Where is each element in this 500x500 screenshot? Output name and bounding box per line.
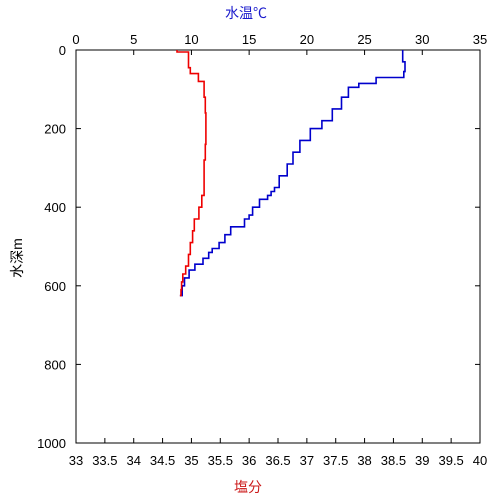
top-tick-label: 0	[72, 32, 79, 47]
left-tick-label: 200	[44, 122, 66, 137]
series-group	[176, 50, 406, 297]
bottom-tick-label: 40	[473, 453, 487, 468]
bottom-tick-label: 39.5	[438, 453, 463, 468]
top-tick-label: 25	[357, 32, 371, 47]
top-tick-label: 35	[473, 32, 487, 47]
top-tick-label: 5	[130, 32, 137, 47]
left-tick-label: 400	[44, 200, 66, 215]
left-tick-label: 800	[44, 357, 66, 372]
left-axis-ticks: 0 200 400 600 800 1000	[37, 43, 480, 451]
bottom-tick-label: 36	[242, 453, 256, 468]
top-tick-label: 30	[415, 32, 429, 47]
bottom-tick-label: 37	[300, 453, 314, 468]
top-axis-title: 水温℃	[225, 5, 267, 21]
bottom-axis-ticks: 33 33.5 34 34.5 35 35.5 36 36.5 37 37.5 38 38.5 39 39…	[69, 438, 487, 468]
top-tick-label: 15	[242, 32, 256, 47]
left-axis-title: 水深m	[9, 238, 25, 278]
left-tick-label: 0	[59, 43, 66, 58]
bottom-tick-label: 38	[357, 453, 371, 468]
bottom-tick-label: 39	[415, 453, 429, 468]
bottom-tick-label: 36.5	[265, 453, 290, 468]
bottom-tick-label: 34.5	[150, 453, 175, 468]
top-tick-label: 20	[300, 32, 314, 47]
left-tick-label: 600	[44, 279, 66, 294]
temperature-series-line	[179, 50, 406, 297]
bottom-tick-label: 33.5	[92, 453, 117, 468]
bottom-tick-label: 34	[126, 453, 140, 468]
bottom-tick-label: 33	[69, 453, 83, 468]
bottom-tick-label: 37.5	[323, 453, 348, 468]
salinity-series-line	[176, 50, 207, 297]
left-tick-label: 1000	[37, 436, 66, 451]
top-axis-ticks: 0 5 10 15 20 25 30 35	[72, 32, 487, 55]
plot-area	[75, 49, 481, 444]
bottom-tick-label: 38.5	[381, 453, 406, 468]
bottom-tick-label: 35.5	[208, 453, 233, 468]
bottom-axis-title: 塩分	[234, 479, 262, 495]
top-tick-label: 10	[184, 32, 198, 47]
bottom-tick-label: 35	[184, 453, 198, 468]
